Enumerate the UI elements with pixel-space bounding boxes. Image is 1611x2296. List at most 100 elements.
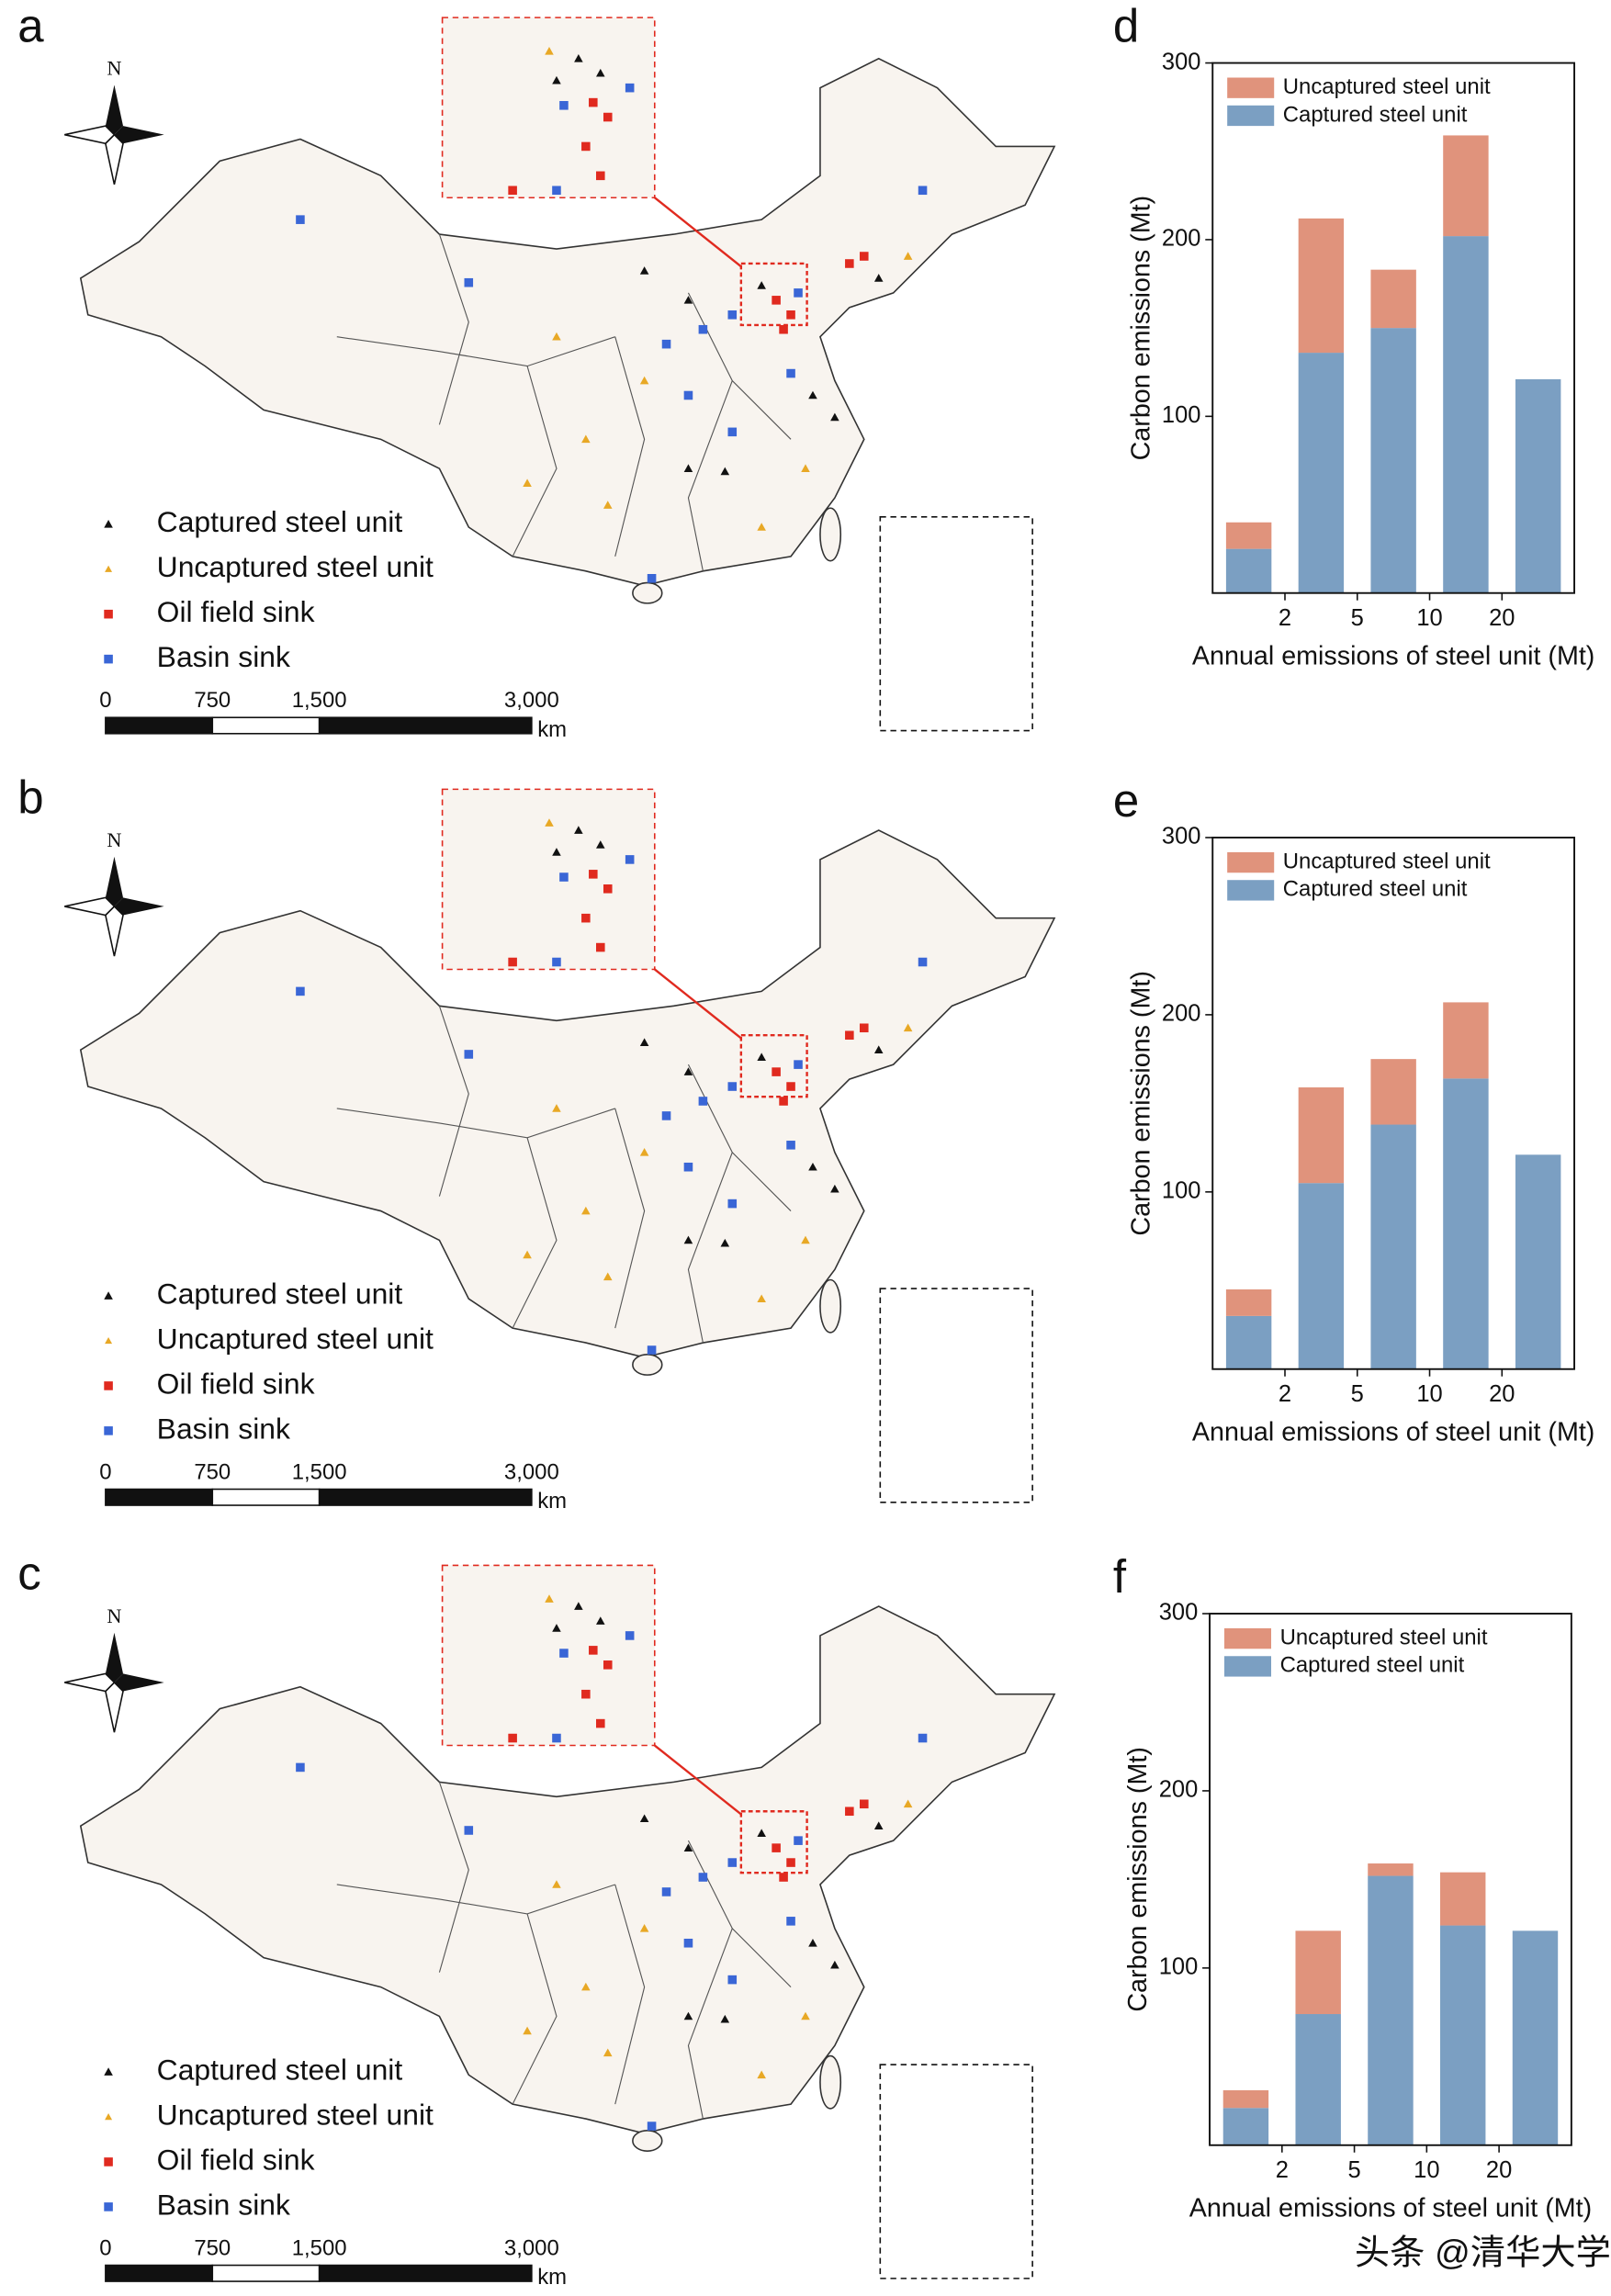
- map-marker: [830, 1184, 839, 1193]
- map-marker: [581, 434, 591, 444]
- y-tick-label: 300: [1159, 1600, 1199, 1626]
- legend-swatch: [1227, 105, 1275, 127]
- map-marker: [873, 1045, 884, 1054]
- map-marker: [104, 654, 113, 664]
- map-marker: [903, 1023, 913, 1032]
- map-marker: [647, 2122, 657, 2131]
- x-tick-label: 20: [1486, 2157, 1512, 2183]
- bar-segment: [1370, 269, 1416, 329]
- map-marker: [727, 1082, 738, 1091]
- map-marker: [545, 1594, 554, 1603]
- map-marker: [683, 1067, 693, 1075]
- map-marker: [603, 884, 613, 894]
- map-marker: [581, 141, 591, 152]
- compass: [64, 1672, 116, 1693]
- bar-segment: [1370, 1059, 1416, 1125]
- map-marker: [639, 1924, 649, 1932]
- bar-segment: [1443, 1078, 1489, 1369]
- province-border: [687, 380, 733, 571]
- province-border: [438, 1782, 469, 1973]
- scale-label: 1,500: [292, 688, 347, 713]
- map-marker: [683, 1235, 693, 1244]
- map-marker: [779, 324, 788, 334]
- map-marker: [574, 1602, 583, 1610]
- map-marker: [720, 2014, 730, 2023]
- map-marker: [808, 390, 817, 400]
- compass: [105, 1632, 124, 1683]
- y-axis-label: Carbon emissions (Mt): [1126, 196, 1155, 461]
- map-marker: [772, 1843, 781, 1852]
- map-marker: [639, 266, 649, 275]
- compass: [114, 897, 164, 916]
- map-marker: [918, 1733, 928, 1743]
- bar-segment: [1368, 1863, 1414, 1876]
- map-marker: [552, 1624, 561, 1632]
- legend-swatch: [1227, 77, 1275, 98]
- panel-label: d: [1113, 0, 1139, 51]
- map-marker: [903, 1799, 913, 1808]
- scale-bar: [211, 716, 321, 735]
- map-marker: [661, 1111, 671, 1120]
- map-marker: [596, 1616, 605, 1625]
- province-border: [512, 1137, 558, 1329]
- map-marker: [639, 1038, 649, 1047]
- scale-bar: [211, 1488, 321, 1506]
- map-marker: [683, 1162, 693, 1172]
- scale-bar: [318, 2264, 533, 2282]
- scs-inset: [879, 1288, 1033, 1503]
- map-marker: [639, 1814, 649, 1823]
- map-panel: a N Captured steel unit Uncaptured steel un…: [17, 0, 1056, 742]
- map-marker: [589, 870, 598, 879]
- y-tick-label: 100: [1162, 1178, 1201, 1204]
- zoom-connector: [654, 197, 742, 268]
- bar-segment: [1225, 1315, 1272, 1369]
- map-marker: [873, 1821, 884, 1830]
- map-marker: [574, 53, 583, 62]
- map-marker: [105, 2113, 113, 2121]
- watermark: 头条 @清华大学: [1355, 2233, 1611, 2272]
- map-panel: c N Captured steel unit Uncaptured steel un…: [17, 1548, 1056, 2290]
- map-marker: [647, 1345, 657, 1355]
- province-border: [614, 1884, 646, 2105]
- legend-label: Uncaptured steel unit: [157, 550, 434, 583]
- country-outline: [79, 57, 1056, 587]
- scale-label: 0: [99, 688, 111, 713]
- map-marker: [552, 332, 561, 341]
- scale-bar: [211, 2264, 321, 2282]
- compass: [105, 1681, 124, 1733]
- legend-label: Captured steel unit: [1283, 102, 1468, 127]
- bar-segment: [1225, 1289, 1272, 1316]
- x-tick-label: 5: [1351, 605, 1364, 631]
- legend-label: Captured steel unit: [157, 505, 403, 538]
- bar-segment: [1440, 1872, 1486, 1926]
- scale-bar: [318, 1488, 533, 1506]
- island: [819, 1278, 842, 1334]
- map-marker: [918, 186, 928, 196]
- map-marker: [727, 1858, 738, 1867]
- x-tick-label: 2: [1279, 605, 1291, 631]
- province-border: [438, 1006, 469, 1197]
- bar-segment: [1370, 328, 1416, 593]
- bar-segment: [1443, 236, 1489, 593]
- province-border: [614, 1108, 646, 1329]
- province-border: [687, 1064, 792, 1211]
- map-marker: [683, 1938, 693, 1948]
- country-outline: [79, 1605, 1056, 2134]
- island: [819, 507, 842, 562]
- map-marker: [545, 47, 554, 55]
- map-marker: [581, 1982, 591, 1991]
- map-marker: [552, 186, 561, 196]
- scale-label: 750: [194, 1459, 231, 1484]
- map-marker: [845, 259, 854, 268]
- province-border: [438, 233, 469, 425]
- map-marker: [105, 1336, 113, 1345]
- scale-label: 1,500: [292, 2235, 347, 2260]
- x-axis-label: Annual emissions of steel unit (Mt): [1189, 2194, 1592, 2223]
- map-marker: [545, 818, 554, 827]
- compass: [114, 1673, 164, 1692]
- bar-segment: [1225, 548, 1272, 593]
- plot-frame: [1211, 837, 1576, 1370]
- map-marker: [603, 2048, 613, 2057]
- province-border: [336, 1884, 615, 1915]
- scale-label: 750: [194, 2235, 231, 2260]
